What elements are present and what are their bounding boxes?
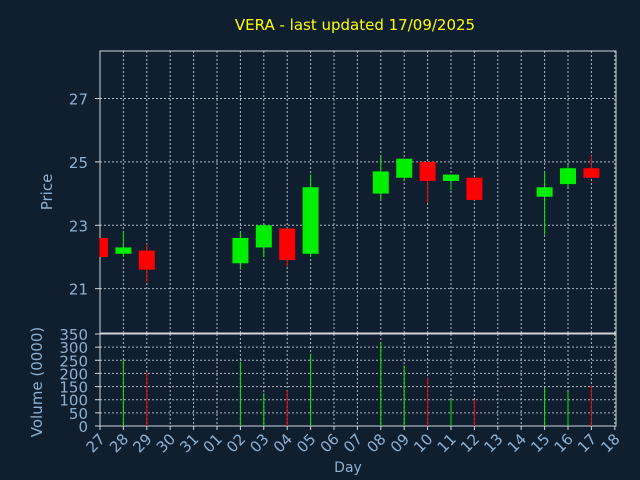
x-tick-label: 03 (246, 430, 272, 456)
x-tick-label: 04 (270, 430, 296, 456)
x-tick-label: 15 (527, 430, 553, 456)
x-tick-label: 31 (176, 430, 202, 456)
x-tick-label: 14 (504, 430, 530, 456)
candle-body (560, 168, 576, 185)
candle-body (396, 158, 413, 178)
volume-tick-label: 50 (69, 405, 88, 423)
volume-tick-label: 200 (59, 365, 88, 383)
candle-body (100, 237, 108, 257)
x-tick-label: 10 (410, 430, 436, 456)
price-tick-label: 25 (69, 154, 88, 172)
price-axis-label: Price (38, 174, 56, 211)
candle-body (372, 171, 389, 194)
volume-tick-label: 0 (78, 418, 88, 436)
candle-body (279, 228, 296, 261)
x-tick-label: 05 (293, 430, 319, 456)
volume-frame (99, 333, 617, 427)
x-tick-label: 08 (363, 430, 389, 456)
x-tick-label: 13 (480, 430, 506, 456)
price-tick-label: 23 (69, 217, 88, 235)
x-tick-label: 12 (457, 430, 483, 456)
x-tick-label: 16 (551, 430, 577, 456)
candle-body (138, 250, 155, 270)
volume-tick-label: 300 (59, 339, 88, 357)
candle-body (583, 168, 600, 178)
day-axis-label: Day (334, 460, 362, 476)
volume-tick-label: 150 (59, 379, 88, 397)
price-panel: 21 23 25 27 (69, 50, 617, 334)
x-tick-label: 30 (153, 430, 179, 456)
candle-body (115, 247, 132, 254)
candle-body (536, 187, 553, 197)
price-tick-label: 27 (69, 91, 88, 109)
candle-body (466, 177, 483, 200)
candle-body (232, 237, 249, 264)
chart-title: VERA - last updated 17/09/2025 (235, 16, 475, 34)
x-tick-label: 29 (129, 430, 155, 456)
candle-body (443, 174, 459, 181)
x-tick-labels: 2728293031010203040506070809101112131415… (83, 426, 624, 456)
x-tick-label: 11 (434, 430, 460, 456)
candle-body (419, 161, 436, 181)
x-tick-label: 01 (200, 430, 226, 456)
volume-tick-label: 350 (59, 326, 88, 344)
price-frame (99, 50, 617, 334)
x-tick-label: 28 (106, 430, 132, 456)
x-tick-label: 06 (317, 430, 343, 456)
volume-tick-label: 250 (59, 352, 88, 370)
price-tick-label: 21 (69, 281, 88, 299)
x-tick-label: 18 (597, 430, 623, 456)
volume-axis-label: Volume (0000) (28, 327, 46, 437)
x-tick-label: 02 (223, 430, 249, 456)
x-tick-label: 09 (387, 430, 413, 456)
x-tick-label: 07 (340, 430, 366, 456)
x-tick-label: 17 (574, 430, 600, 456)
volume-tick-label: 100 (59, 392, 88, 410)
candle-body (302, 187, 319, 254)
candle-body (255, 225, 272, 248)
